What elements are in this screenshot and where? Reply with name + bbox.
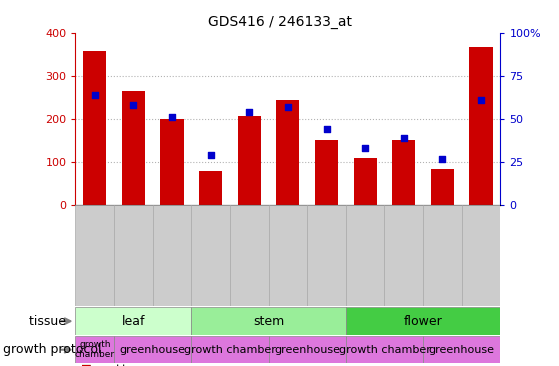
Bar [75, 205, 114, 306]
Text: stem: stem [253, 315, 284, 328]
Bar [423, 205, 462, 306]
Bar [385, 205, 423, 306]
Point [168, 114, 177, 120]
Bar [315, 141, 338, 205]
Bar [470, 47, 492, 205]
Text: greenhouse: greenhouse [274, 345, 340, 355]
Bar [276, 100, 300, 205]
Bar [268, 205, 307, 306]
Point [245, 109, 254, 115]
Bar [114, 336, 191, 363]
Text: growth chamber: growth chamber [184, 345, 276, 355]
Bar [191, 205, 230, 306]
Bar [160, 119, 183, 205]
Point [322, 126, 331, 132]
Bar [191, 336, 268, 363]
Bar [75, 307, 191, 335]
Point [476, 97, 485, 103]
Text: flower: flower [404, 315, 442, 328]
Text: GDS416 / 246133_at: GDS416 / 246133_at [207, 15, 352, 29]
Bar [83, 51, 106, 205]
Point [438, 156, 447, 161]
Point [129, 102, 138, 108]
Bar [423, 336, 500, 363]
Bar [114, 205, 153, 306]
Text: growth
chamber: growth chamber [75, 340, 115, 359]
Text: greenhouse: greenhouse [120, 345, 186, 355]
Bar [392, 141, 415, 205]
Text: leaf: leaf [122, 315, 145, 328]
Point [283, 104, 292, 110]
Bar [268, 336, 346, 363]
Bar [75, 336, 114, 363]
Text: count: count [89, 364, 121, 366]
Point [206, 152, 215, 158]
Bar [191, 307, 346, 335]
Bar [307, 205, 346, 306]
Point [399, 135, 408, 141]
Bar [346, 205, 385, 306]
Text: tissue: tissue [29, 315, 70, 328]
Bar [238, 116, 261, 205]
Bar [353, 158, 377, 205]
Bar [153, 205, 191, 306]
Text: ■ count: ■ count [81, 364, 126, 366]
Point [91, 92, 100, 98]
Bar [431, 169, 454, 205]
Bar [199, 171, 222, 205]
Bar [230, 205, 268, 306]
Bar [462, 205, 500, 306]
Text: growth protocol: growth protocol [3, 343, 105, 356]
Bar [346, 336, 423, 363]
Bar [122, 91, 145, 205]
Text: growth chamber: growth chamber [339, 345, 430, 355]
Bar [346, 307, 500, 335]
Text: greenhouse: greenhouse [429, 345, 495, 355]
Point [361, 145, 369, 151]
Text: ■: ■ [81, 364, 92, 366]
